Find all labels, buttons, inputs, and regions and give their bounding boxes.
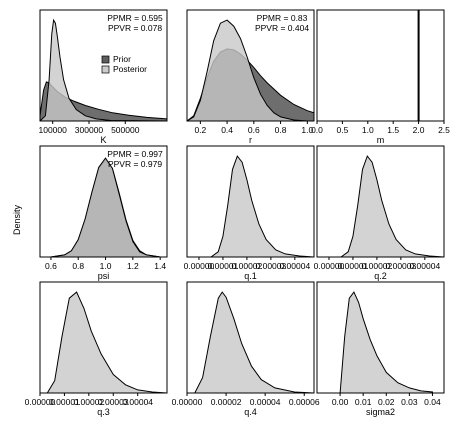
x-tick-label: 0.00006 [289, 397, 320, 407]
x-tick-label: 0.00004 [409, 261, 440, 271]
x-tick-label: 0.02 [378, 397, 395, 407]
x-tick-label: 0.00001 [338, 261, 369, 271]
y-axis-label: Density [12, 204, 22, 235]
x-tick-label: 0.01 [355, 397, 372, 407]
x-axis-label: m [377, 135, 385, 145]
x-axis-label: psi [98, 271, 110, 281]
x-tick-label: 2.5 [438, 125, 450, 135]
x-tick-label: 1.2 [127, 261, 139, 271]
x-tick-label: 0.00001 [49, 397, 80, 407]
legend-label: Posterior [113, 64, 147, 74]
x-tick-label: 0.0 [311, 125, 323, 135]
ppmr-ppvr-annotation: PPMR = 0.83 [257, 13, 308, 23]
x-tick-label: 0.6 [248, 125, 260, 135]
panel-m: 0.0 0.5 1.0 1.5 2.0 2.5 m [311, 9, 450, 145]
x-tick-label: 0.03 [401, 397, 418, 407]
x-tick-label: 0.04 [424, 397, 441, 407]
x-tick-label: 1.0 [100, 261, 112, 271]
x-tick-label: 0.00000 [314, 261, 345, 271]
ppmr-ppvr-annotation: PPMR = 0.997 [107, 149, 163, 159]
x-tick-label: 0.00002 [73, 397, 104, 407]
x-tick-label: 100000 [39, 125, 68, 135]
x-tick-label: 0.00000 [25, 397, 56, 407]
x-tick-label: 0.00003 [386, 261, 417, 271]
posterior-density-K [40, 18, 167, 121]
x-axis-label: q.3 [97, 407, 110, 417]
x-tick-label: 0.8 [72, 261, 84, 271]
x-axis-label: r [249, 135, 252, 145]
posterior-density-q.3 [46, 291, 167, 393]
panel-q.4: 0.00000 0.00002 0.00004 0.00006 q.4 [172, 281, 320, 417]
posterior-density-q.1 [210, 155, 314, 257]
x-tick-label: 0.00 [332, 397, 349, 407]
x-tick-label: 0.00000 [184, 261, 215, 271]
x-axis-label: K [100, 135, 106, 145]
x-tick-label: 0.4 [221, 125, 233, 135]
x-tick-label: 1.0 [362, 125, 374, 135]
legend-swatch-posterior [101, 65, 110, 74]
x-tick-label: 2.0 [413, 125, 425, 135]
plot-frame [316, 9, 445, 122]
x-tick-label: 0.6 [45, 261, 57, 271]
legend-swatch-prior [101, 55, 110, 64]
x-tick-label: 1.5 [387, 125, 399, 135]
posterior-density-psi [50, 157, 161, 257]
x-tick-label: 0.2 [194, 125, 206, 135]
x-tick-label: 0.00000 [172, 397, 203, 407]
x-tick-label: 1.4 [154, 261, 166, 271]
ppmr-ppvr-annotation: PPVR = 0.078 [108, 23, 162, 33]
x-tick-label: 300000 [75, 125, 104, 135]
posterior-density-sigma2 [339, 291, 433, 393]
x-axis-label: q.1 [244, 271, 257, 281]
x-tick-label: 0.00004 [122, 397, 153, 407]
x-tick-label: 0.00004 [250, 397, 281, 407]
ppmr-ppvr-annotation: PPVR = 0.404 [255, 23, 309, 33]
x-tick-label: 0.8 [275, 125, 287, 135]
x-axis-label: sigma2 [366, 407, 395, 417]
x-tick-label: 0.00002 [232, 261, 263, 271]
ppmr-ppvr-annotation: PPVR = 0.979 [108, 159, 162, 169]
x-tick-label: 1.0 [301, 125, 313, 135]
x-axis-label: q.4 [244, 407, 257, 417]
panel-sigma2: 0.00 0.01 0.02 0.03 0.04 sigma2 [316, 281, 445, 417]
posterior-density-q.2 [340, 155, 444, 257]
x-tick-label: 500000 [111, 125, 140, 135]
posterior-density-q.4 [194, 291, 314, 393]
legend-label: Prior [113, 54, 131, 64]
x-tick-label: 0.00004 [279, 261, 310, 271]
x-tick-label: 0.00002 [362, 261, 393, 271]
posterior-density-r [187, 19, 308, 121]
x-axis-label: q.2 [374, 271, 387, 281]
x-tick-label: 0.00003 [256, 261, 287, 271]
x-tick-label: 0.00001 [208, 261, 239, 271]
x-tick-label: 0.5 [336, 125, 348, 135]
x-tick-label: 0.00003 [98, 397, 129, 407]
ppmr-ppvr-annotation: PPMR = 0.595 [107, 13, 163, 23]
x-tick-label: 0.00002 [211, 397, 242, 407]
